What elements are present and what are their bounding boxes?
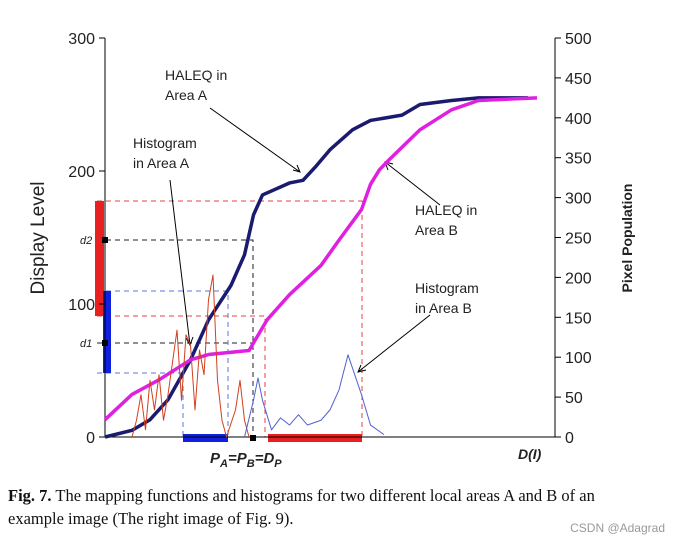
domain-bar-blue — [183, 434, 228, 442]
point-label: PA=PB=DP — [210, 450, 282, 470]
y2-tick-label: 100 — [565, 350, 592, 367]
y2-tick-label: 150 — [565, 310, 592, 327]
point-label-part: A — [219, 458, 228, 470]
y-tick-label: 0 — [86, 430, 95, 447]
domain-bar-red — [268, 434, 362, 442]
point-label-part: =P — [228, 450, 248, 467]
range-bar-red — [95, 201, 104, 316]
annotation: Area B — [415, 222, 458, 238]
point-label-part: B — [247, 458, 255, 470]
series-line — [131, 274, 250, 438]
watermark: CSDN @Adagrad — [570, 521, 665, 535]
black-dashed — [97, 239, 254, 437]
annotation: Histogram — [133, 135, 197, 151]
y-tick-label: 200 — [68, 164, 95, 181]
y2-tick-label: 0 — [565, 430, 574, 447]
caption-text: The mapping functions and histograms for… — [8, 486, 595, 528]
y2-tick-label: 50 — [565, 390, 583, 407]
annotation: Area A — [165, 87, 208, 103]
y-tick-label: 100 — [68, 297, 95, 314]
level-label: d1 — [80, 338, 92, 350]
y2-tick-label: 200 — [565, 270, 592, 287]
annotation: in Area B — [415, 300, 472, 316]
red-dashed — [97, 200, 363, 437]
chart: 0 100 200 300 0 50 100 150 200 250 300 350 400 450 500… — [28, 31, 635, 470]
y-tick-label: 300 — [68, 31, 95, 48]
y2-tick-label: 400 — [565, 111, 592, 128]
x-axis-label: D(I) — [518, 446, 542, 462]
series-line — [103, 96, 538, 421]
level-label: d2 — [80, 235, 92, 247]
point-label-part: P — [210, 450, 221, 467]
series-line — [244, 354, 385, 438]
annotation: HALEQ in — [415, 202, 477, 218]
y2-tick-label: 500 — [565, 31, 592, 48]
y-axis-label: Display Level — [28, 182, 49, 295]
y2-tick-label: 450 — [565, 71, 592, 88]
point-label-part: P — [274, 458, 282, 470]
caption: Fig. 7. The mapping functions and histog… — [8, 484, 648, 530]
y2-tick-label: 250 — [565, 231, 592, 248]
range-bar-blue — [103, 291, 111, 373]
point-marker — [250, 435, 256, 441]
annotation: Histogram — [415, 280, 479, 296]
annotation: HALEQ in — [165, 67, 227, 83]
annotation: in Area A — [133, 155, 190, 171]
y2-axis-label: Pixel Population — [619, 184, 635, 293]
caption-label: Fig. 7. — [8, 486, 52, 505]
guides — [97, 200, 363, 437]
y2-tick-label: 350 — [565, 151, 592, 168]
point-label-part: =D — [255, 450, 275, 467]
series-line — [104, 96, 528, 439]
y2-tick-label: 300 — [565, 191, 592, 208]
